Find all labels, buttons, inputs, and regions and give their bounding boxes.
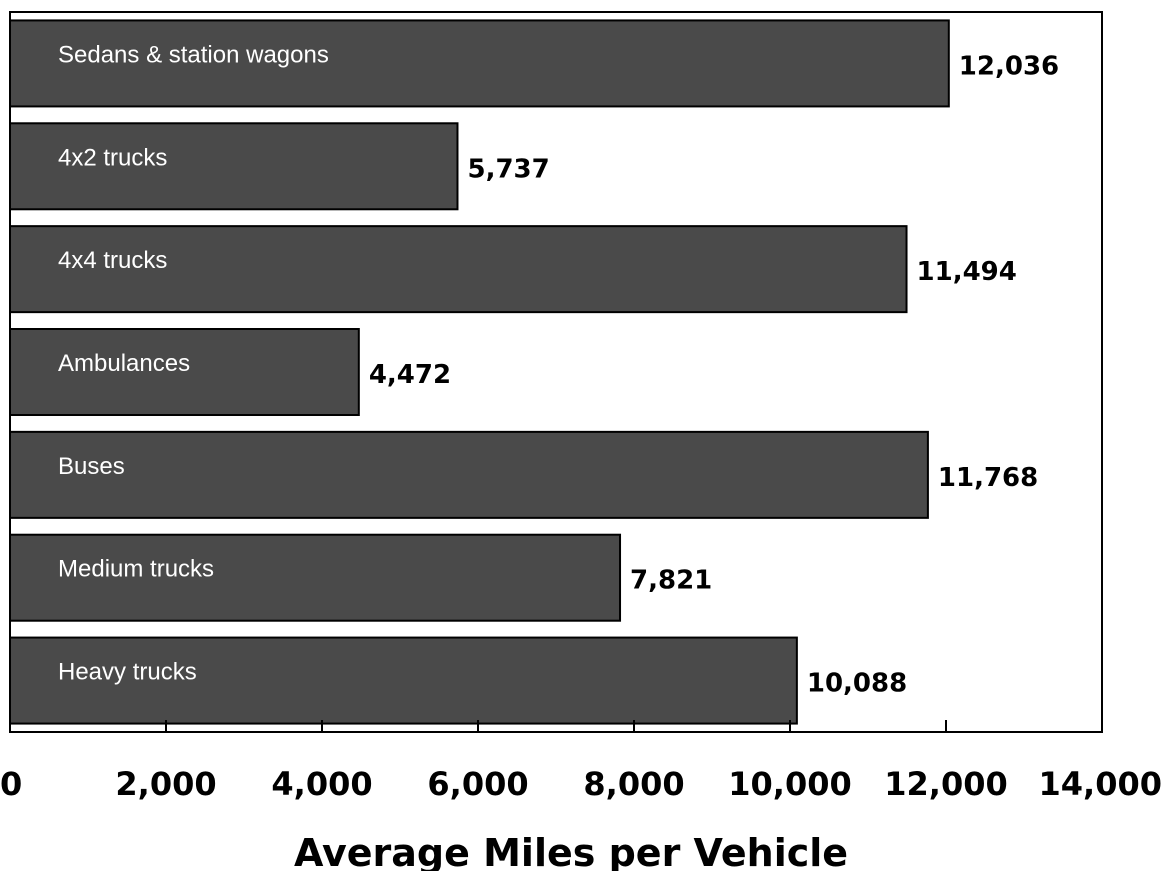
bar-value-label-3: 4,472 [369,360,451,390]
bar-category-label-3: Ambulances [58,350,190,377]
x-tick-label-4: 8,000 [583,765,684,803]
bar-category-label-2: 4x4 trucks [58,247,167,274]
bars-group: Sedans & station wagons 12,036 4x2 trucks 5… [9,19,1059,725]
bar-5 [9,533,622,622]
bar-value-label-6: 10,088 [807,669,907,699]
bar-6 [9,636,798,725]
bar-2 [9,225,908,314]
x-tick-label-0: 0 [0,765,22,803]
bar-value-label-4: 11,768 [938,463,1038,493]
bar-category-label-6: Heavy trucks [58,659,197,686]
bar-value-label-5: 7,821 [630,566,712,596]
bar-value-label-0: 12,036 [959,51,1059,81]
bar-3 [9,328,360,416]
x-tick-label-2: 4,000 [271,765,372,803]
x-axis: 0 2,000 4,000 6,000 8,000 10,000 12,000 14,000 [0,720,1162,803]
x-tick-label-5: 10,000 [728,765,851,803]
bar-value-label-2: 11,494 [917,257,1017,287]
x-tick-label-7: 14,000 [1039,765,1162,803]
x-tick-label-6: 12,000 [884,765,1007,803]
x-axis-title: Average Miles per Vehicle [294,831,848,871]
bar-category-label-1: 4x2 trucks [58,144,167,171]
x-tick-label-1: 2,000 [115,765,216,803]
bar-value-label-1: 5,737 [467,154,549,184]
bar-0 [9,19,950,108]
bar-category-label-5: Medium trucks [58,556,214,583]
bar-category-label-0: Sedans & station wagons [58,41,329,68]
bar-4 [9,430,929,519]
bar-1 [9,122,459,211]
bar-category-label-4: Buses [58,453,125,480]
x-tick-label-3: 6,000 [427,765,528,803]
